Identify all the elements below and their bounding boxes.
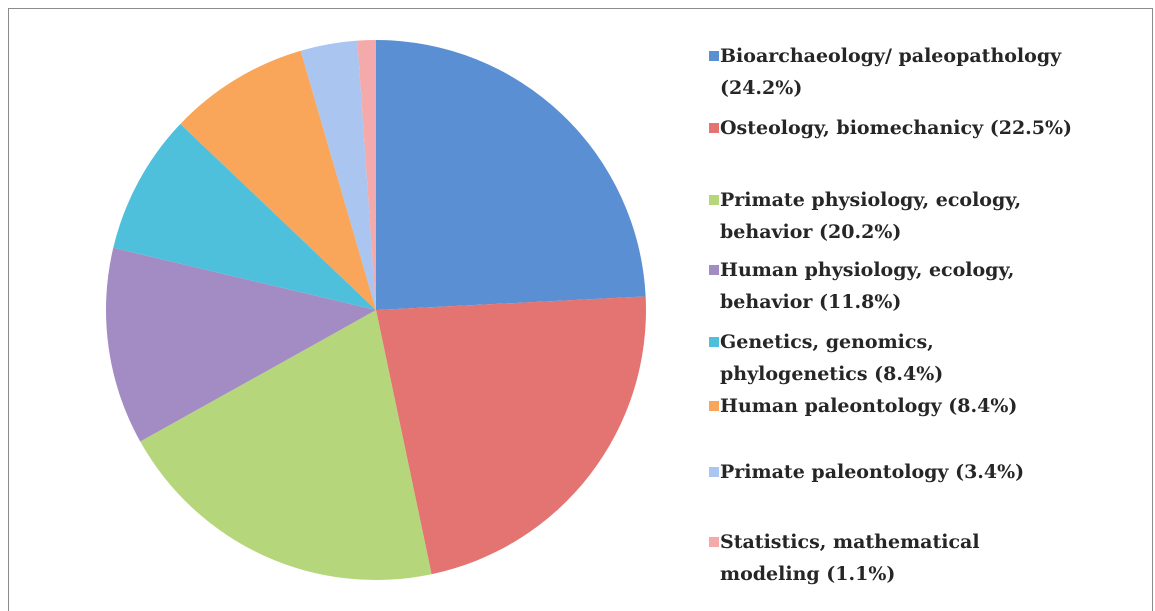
legend-swatch <box>709 195 719 205</box>
legend-label: Primate physiology, ecology, behavior (2… <box>720 189 1022 243</box>
legend-label: Human paleontology (8.4%) <box>720 395 1018 417</box>
legend-swatch <box>709 123 719 133</box>
legend-label: Primate paleontology (3.4%) <box>720 461 1025 483</box>
legend-label: Human physiology, ecology, behavior (11.… <box>720 259 1015 313</box>
legend-entry: Human paleontology (8.4%) <box>709 390 1080 422</box>
legend-label: Bioarchaeology/ paleopathology (24.2%) <box>720 45 1062 99</box>
legend-label: Statistics, mathematical modeling (1.1%) <box>720 531 980 585</box>
pie-slice <box>376 296 647 575</box>
pie-slice <box>106 247 377 442</box>
legend-entry: Statistics, mathematical modeling (1.1%) <box>709 526 1080 590</box>
legend-swatch <box>709 337 719 347</box>
pie-slice <box>113 123 377 310</box>
legend-label: Genetics, genomics, phylogenetics (8.4%) <box>720 331 944 385</box>
legend-entry: Primate paleontology (3.4%) <box>709 456 1080 488</box>
pie-slice <box>180 50 376 310</box>
legend-entry: Osteology, biomechanicy (22.5%) <box>709 112 1080 144</box>
chart-frame <box>8 8 1153 611</box>
pie-slice <box>376 40 646 310</box>
legend-swatch <box>709 51 719 61</box>
pie-slice <box>357 40 376 310</box>
legend-entry: Bioarchaeology/ paleopathology (24.2%) <box>709 40 1080 104</box>
legend-label: Osteology, biomechanicy (22.5%) <box>720 117 1073 139</box>
pie-slice <box>300 40 376 310</box>
legend-swatch <box>709 401 719 411</box>
legend-swatch <box>709 265 719 275</box>
legend-entry: Human physiology, ecology, behavior (11.… <box>709 254 1080 318</box>
legend-entry: Genetics, genomics, phylogenetics (8.4%) <box>709 326 1080 390</box>
legend-entry: Primate physiology, ecology, behavior (2… <box>709 184 1080 248</box>
pie-slice <box>140 310 432 580</box>
legend-swatch <box>709 537 719 547</box>
legend-swatch <box>709 467 719 477</box>
